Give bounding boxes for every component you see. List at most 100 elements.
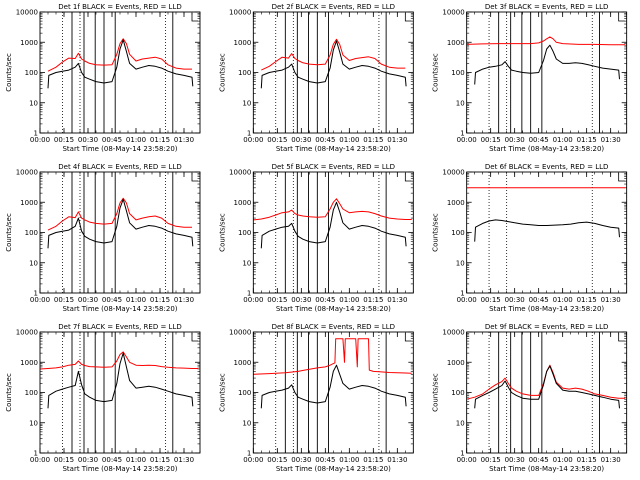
x-tick-label: 00:00 [243, 296, 263, 304]
panel-det-1: Det 1f BLACK = Events, RED = LLD 1 10 100 10… [5, 3, 201, 153]
y-tick-label: 1000 [20, 359, 38, 367]
x-axis-label: Start Time (08-May-14 23:58:20) [62, 465, 177, 473]
panel-det-2: Det 2f BLACK = Events, RED = LLD 1 10 100 10… [218, 3, 414, 153]
x-tick-label: 01:15 [150, 456, 170, 464]
series-events-line [47, 198, 194, 249]
x-axis-label: Start Time (08-May-14 23:58:20) [489, 465, 604, 473]
panel-title: Det 3f BLACK = Events, RED = LLD [485, 3, 608, 11]
y-axis-label: Counts/sec [218, 53, 226, 92]
y-tick-label: 10 [242, 99, 251, 107]
x-tick-label: 01:15 [363, 456, 383, 464]
x-tick-label: 01:15 [577, 296, 597, 304]
x-tick-label: 00:30 [291, 456, 311, 464]
y-tick-label: 10000 [16, 329, 38, 337]
x-tick-label: 00:30 [78, 456, 98, 464]
x-tick-label: 00:45 [529, 296, 549, 304]
x-tick-label: 01:15 [150, 136, 170, 144]
y-tick-label: 1 [460, 290, 464, 298]
y-axis-label: Counts/sec [432, 53, 440, 92]
x-tick-label: 00:15 [481, 296, 501, 304]
series-lld-line [47, 38, 192, 72]
panel-det-9: Det 9f BLACK = Events, RED = LLD 1 10 100 10… [432, 323, 628, 473]
series-lld-line [253, 338, 412, 375]
y-tick-label: 100 [238, 389, 251, 397]
plot-frame [252, 171, 414, 294]
x-tick-label: 00:45 [102, 296, 122, 304]
series-events-line [474, 365, 620, 409]
panel-det-7: Det 7f BLACK = Events, RED = LLD 1 10 100 10… [5, 323, 201, 473]
series-events-line [260, 201, 407, 249]
y-tick-label: 100 [451, 389, 464, 397]
x-tick-label: 01:30 [601, 456, 621, 464]
panel-det-8: Det 8f BLACK = Events, RED = LLD 1 10 100 10… [218, 323, 414, 473]
x-tick-label: 01:15 [150, 296, 170, 304]
series-events-line [47, 39, 194, 89]
y-tick-label: 10 [242, 259, 251, 267]
x-tick-label: 01:00 [339, 456, 359, 464]
y-tick-label: 100 [238, 229, 251, 237]
x-tick-label: 01:00 [553, 136, 573, 144]
legend-marker [404, 173, 412, 182]
x-tick-label: 00:30 [291, 136, 311, 144]
y-tick-label: 10 [29, 99, 38, 107]
panel-title: Det 7f BLACK = Events, RED = LLD [58, 323, 181, 331]
y-tick-label: 10000 [442, 169, 464, 177]
x-tick-label: 00:45 [529, 456, 549, 464]
series-lld-line [253, 198, 412, 221]
x-tick-label: 01:00 [126, 136, 146, 144]
legend-marker [191, 173, 198, 182]
y-axis-label: Counts/sec [432, 213, 440, 252]
x-tick-label: 00:15 [54, 136, 74, 144]
y-tick-label: 100 [238, 69, 251, 77]
x-tick-label: 01:30 [601, 136, 621, 144]
legend-marker [404, 13, 412, 22]
x-tick-label: 00:00 [30, 136, 50, 144]
x-tick-label: 01:00 [553, 456, 573, 464]
series-lld-line [466, 36, 626, 46]
x-tick-label: 00:15 [481, 136, 501, 144]
x-tick-label: 00:15 [267, 456, 287, 464]
x-axis-label: Start Time (08-May-14 23:58:20) [276, 305, 391, 313]
y-axis-label: Counts/sec [432, 373, 440, 412]
y-axis-label: Counts/sec [218, 373, 226, 412]
panel-title: Det 6f BLACK = Events, RED = LLD [485, 163, 608, 171]
y-tick-label: 10000 [229, 169, 251, 177]
x-tick-label: 00:45 [315, 136, 335, 144]
x-tick-label: 00:45 [102, 456, 122, 464]
x-tick-label: 01:30 [174, 296, 194, 304]
y-tick-label: 10 [29, 259, 38, 267]
x-axis-label: Start Time (08-May-14 23:58:20) [489, 305, 604, 313]
x-tick-label: 01:30 [387, 456, 407, 464]
y-tick-label: 1 [247, 130, 251, 138]
panel-det-4: Det 4f BLACK = Events, RED = LLD 1 10 100 10… [5, 163, 201, 313]
x-axis-label: Start Time (08-May-14 23:58:20) [276, 465, 391, 473]
x-tick-label: 01:15 [577, 136, 597, 144]
y-axis-label: Counts/sec [5, 213, 13, 252]
y-tick-label: 1 [247, 290, 251, 298]
series-events-line [474, 44, 620, 85]
x-tick-label: 01:00 [339, 136, 359, 144]
x-axis-label: Start Time (08-May-14 23:58:20) [62, 305, 177, 313]
y-tick-label: 10 [242, 419, 251, 427]
x-tick-label: 00:30 [78, 296, 98, 304]
panel-det-5: Det 5f BLACK = Events, RED = LLD 1 10 100 10… [218, 163, 414, 313]
y-tick-label: 1000 [234, 199, 252, 207]
x-tick-label: 00:45 [315, 296, 335, 304]
panel-title: Det 1f BLACK = Events, RED = LLD [58, 3, 181, 11]
y-tick-label: 1000 [20, 39, 38, 47]
y-tick-label: 1000 [447, 359, 465, 367]
y-tick-label: 100 [451, 69, 464, 77]
panel-title: Det 9f BLACK = Events, RED = LLD [485, 323, 608, 331]
series-lld-line [466, 364, 626, 400]
plot-frame [39, 11, 201, 134]
x-tick-label: 00:30 [505, 456, 525, 464]
series-lld-line [47, 197, 192, 231]
series-lld-line [261, 38, 406, 71]
plot-frame [466, 331, 628, 454]
panel-det-3: Det 3f BLACK = Events, RED = LLD 1 10 100 10… [432, 3, 628, 153]
x-tick-label: 01:30 [601, 296, 621, 304]
x-axis-label: Start Time (08-May-14 23:58:20) [489, 145, 604, 153]
x-tick-label: 00:00 [457, 136, 477, 144]
x-tick-label: 00:00 [243, 136, 263, 144]
y-tick-label: 10000 [229, 329, 251, 337]
